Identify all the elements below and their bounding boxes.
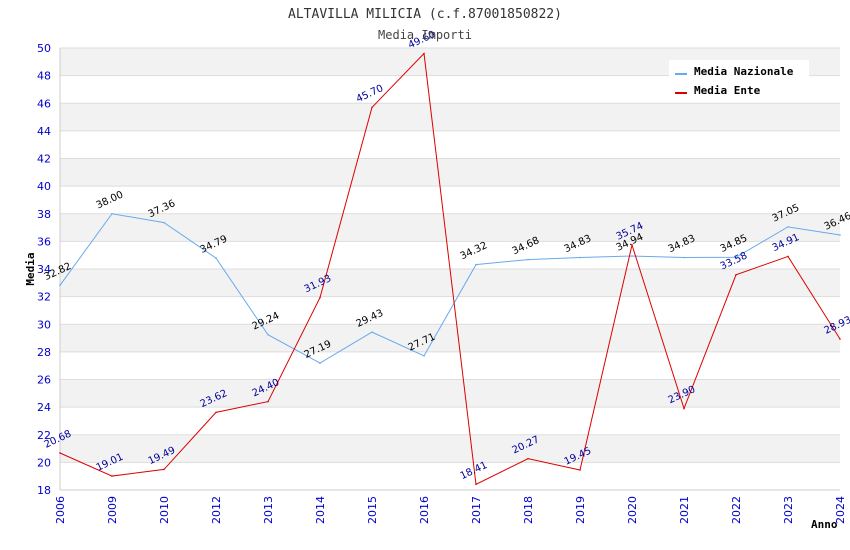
- data-point: [267, 333, 269, 336]
- grid-band: [60, 186, 840, 214]
- data-point: [59, 452, 61, 454]
- data-point: [787, 255, 789, 258]
- grid-band: [60, 407, 840, 435]
- x-axis-title: Anno: [811, 518, 838, 531]
- y-tick-label: 42: [37, 153, 51, 166]
- legend-label-media-ente: Media Ente: [694, 84, 761, 97]
- data-point: [163, 468, 165, 471]
- y-tick-label: 24: [37, 401, 51, 414]
- data-point: [683, 256, 685, 259]
- grid-bands: [60, 48, 840, 490]
- y-tick-label: 38: [37, 208, 51, 221]
- x-tick-label: 2019: [574, 496, 587, 524]
- y-tick-label: 36: [37, 235, 51, 248]
- data-point: [371, 331, 373, 333]
- series-line-media-nazionale: [59, 213, 841, 364]
- series-lines: [59, 52, 841, 486]
- grid-band: [60, 379, 840, 408]
- y-tick-label: 50: [37, 42, 51, 55]
- data-point: [683, 407, 685, 410]
- grid-band: [60, 103, 840, 131]
- data-point: [215, 257, 217, 259]
- x-tick-label: 2012: [210, 496, 223, 524]
- y-tick-label: 26: [37, 374, 51, 387]
- x-tick-label: 2020: [626, 496, 639, 524]
- data-point: [735, 274, 737, 276]
- data-point: [267, 400, 269, 403]
- x-tick-label: 2006: [54, 496, 67, 524]
- data-point: [527, 258, 529, 261]
- y-tick-label: 28: [37, 346, 51, 359]
- data-point: [475, 483, 477, 486]
- x-tick-label: 2017: [470, 496, 483, 524]
- legend-box: [669, 60, 809, 102]
- y-axis-title: Media: [24, 252, 37, 285]
- x-tick-label: 2013: [262, 496, 275, 524]
- x-axis-ticks: 2006 2009 2010 2012 2013 2014 2015 2016 2017 2018…: [54, 496, 847, 524]
- x-tick-label: 2010: [158, 496, 171, 524]
- x-tick-label: 2023: [782, 496, 795, 524]
- data-point: [839, 338, 841, 340]
- data-point: [371, 106, 373, 109]
- grid-band: [60, 213, 840, 242]
- legend-label-media-nazionale: Media Nazionale: [694, 65, 794, 78]
- y-tick-label: 30: [37, 318, 51, 331]
- x-tick-label: 2022: [730, 496, 743, 524]
- y-tick-label: 44: [37, 125, 51, 138]
- grid-band: [60, 158, 840, 187]
- data-point: [735, 256, 737, 259]
- data-point: [423, 52, 425, 55]
- data-point: [423, 355, 425, 357]
- data-point: [163, 221, 165, 224]
- data-point: [631, 244, 633, 246]
- data-point: [787, 226, 789, 228]
- x-tick-label: 2021: [678, 496, 691, 524]
- x-tick-label: 2009: [106, 496, 119, 524]
- grid-band: [60, 324, 840, 352]
- data-point: [319, 296, 321, 299]
- y-tick-label: 32: [37, 291, 51, 304]
- data-point: [215, 411, 217, 414]
- x-tick-label: 2018: [522, 496, 535, 524]
- x-tick-label: 2024: [834, 496, 847, 524]
- grid-band: [60, 434, 840, 463]
- grid-band: [60, 241, 840, 269]
- y-tick-label: 46: [37, 97, 51, 110]
- series-line-media-ente: [59, 52, 841, 486]
- x-tick-label: 2015: [366, 496, 379, 524]
- x-tick-label: 2014: [314, 496, 327, 524]
- data-point: [319, 362, 321, 364]
- grid-lines: [60, 47, 840, 491]
- y-tick-label: 20: [37, 456, 51, 469]
- grid-band: [60, 130, 840, 159]
- y-tick-label: 22: [37, 429, 51, 442]
- x-tick-label: 2016: [418, 496, 431, 524]
- chart-title: ALTAVILLA MILICIA (c.f.87001850822): [288, 7, 562, 22]
- y-axis-ticks: 18 20 22 24 26 28 30 32 34 36 38 40 42 44 46 48 50: [37, 42, 51, 497]
- y-tick-label: 40: [37, 180, 51, 193]
- data-point: [475, 263, 477, 266]
- legend: Media Nazionale Media Ente: [669, 60, 809, 102]
- data-point: [631, 255, 633, 257]
- grid-band: [60, 351, 840, 380]
- y-tick-label: 34: [37, 263, 51, 276]
- y-tick-label: 48: [37, 70, 51, 83]
- data-point: [839, 234, 841, 236]
- data-point: [59, 284, 61, 287]
- data-point: [579, 256, 581, 259]
- grid-band: [60, 462, 840, 490]
- y-tick-label: 18: [37, 484, 51, 497]
- data-point: [527, 457, 529, 460]
- grid-band: [60, 269, 840, 297]
- data-point: [579, 469, 581, 471]
- data-point: [111, 212, 113, 215]
- chart-subtitle: Media Importi: [378, 28, 472, 42]
- data-point: [111, 475, 113, 477]
